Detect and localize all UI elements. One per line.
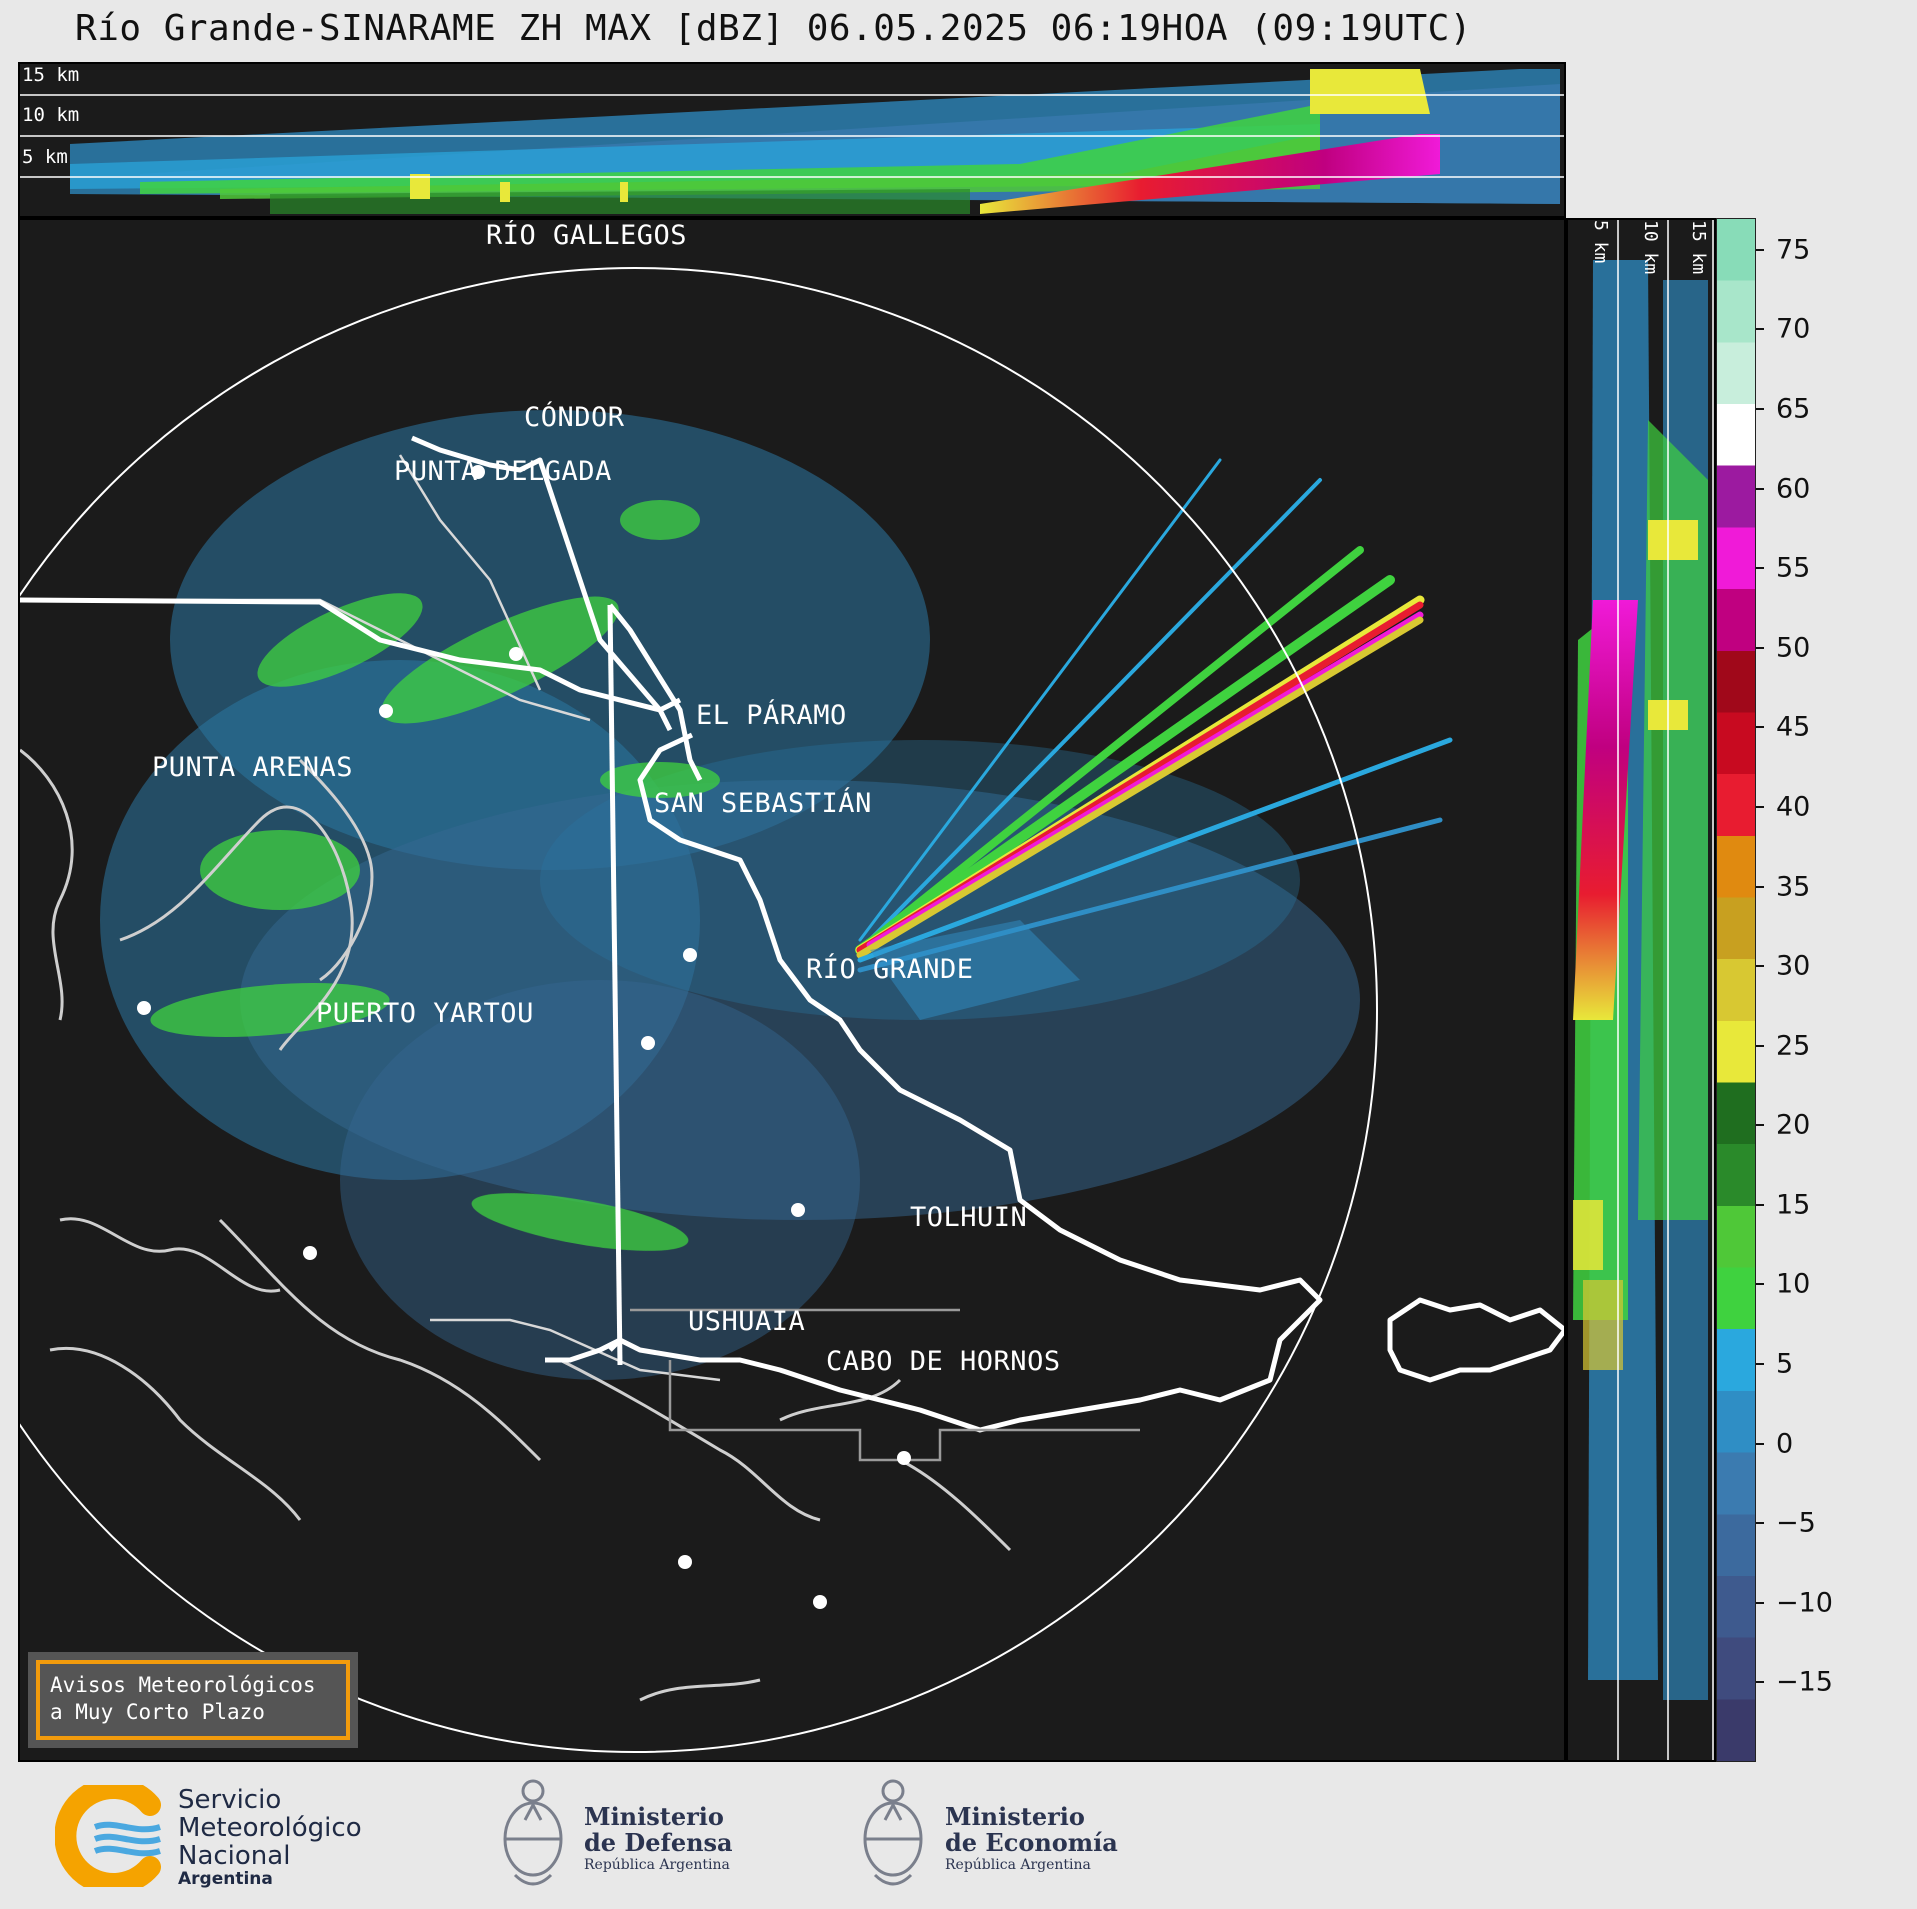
city-label-punta-arenas: PUNTA ARENAS — [152, 752, 354, 783]
colorbar-tick-mark — [1756, 1681, 1764, 1684]
warning-line-2: a Muy Corto Plazo — [50, 1700, 265, 1724]
colorbar-tick-mark — [1756, 1203, 1764, 1206]
page-title: Río Grande-SINARAME ZH MAX [dBZ] 06.05.2… — [75, 8, 1472, 49]
colorbar-tick-label: −10 — [1776, 1587, 1833, 1619]
city-label-punta-delgada: PUNTA DELGADA — [394, 456, 612, 487]
colorbar-tick-label: 40 — [1776, 791, 1811, 823]
colorbar-tick-label: 45 — [1776, 711, 1811, 743]
colorbar-tick-mark — [1756, 1124, 1764, 1127]
colorbar-tick-label: 50 — [1776, 632, 1811, 664]
smn-logo-line-1: Servicio — [178, 1785, 282, 1815]
economia-coat-of-arms-icon — [863, 1779, 923, 1886]
smn-logo-line-4: Argentina — [178, 1869, 273, 1889]
radar-map-panel: RÍO GALLEGOS CÓNDOR PUNTA DELGADA PUNTA … — [18, 218, 1566, 1762]
city-marker-tolhuin — [897, 1451, 911, 1465]
top-altitude-5km: 5 km — [22, 146, 68, 168]
right-altitude-10km: 10 km — [1640, 220, 1661, 275]
colorbar-tick-mark — [1756, 408, 1764, 410]
top-cross-section-panel: 15 km 10 km 5 km — [18, 62, 1566, 218]
right-cross-section-echoes — [1573, 220, 1714, 1760]
colorbar-tick-label: 10 — [1776, 1268, 1811, 1300]
smn-logo-text: Servicio Meteorológico Nacional Argentin… — [178, 1786, 362, 1888]
colorbar-tick-label: 65 — [1776, 393, 1811, 425]
colorbar-tick-label: 25 — [1776, 1030, 1811, 1062]
city-marker-rio-gallegos — [471, 465, 485, 479]
city-marker-el-paramo — [683, 948, 697, 962]
top-cross-section-echoes — [20, 69, 1564, 214]
colorbar-tick-mark — [1756, 646, 1764, 649]
colorbar-tick-mark — [1756, 248, 1764, 251]
city-label-cabo-de-hornos: CABO DE HORNOS — [826, 1346, 1061, 1377]
warning-box: Avisos Meteorológicos a Muy Corto Plazo — [28, 1652, 358, 1748]
colorbar-tick-label: −5 — [1776, 1507, 1816, 1539]
dbz-colorbar — [1716, 218, 1756, 1762]
colorbar-tick-label: −15 — [1776, 1666, 1833, 1698]
colorbar-tick-mark — [1756, 1601, 1764, 1604]
colorbar-tick-mark — [1756, 1283, 1764, 1286]
city-marker-ushuaia — [678, 1555, 692, 1569]
warning-box-inner: Avisos Meteorológicos a Muy Corto Plazo — [36, 1660, 350, 1740]
city-marker-puerto-yartou — [303, 1246, 317, 1260]
colorbar-tick-label: 55 — [1776, 552, 1811, 584]
colorbar-tick-mark — [1756, 726, 1764, 729]
city-label-puerto-yartou: PUERTO YARTOU — [316, 998, 534, 1029]
city-marker-san-sebastian — [641, 1036, 655, 1050]
smn-logo-icon — [55, 1785, 161, 1887]
colorbar-tick-label: 35 — [1776, 871, 1811, 903]
colorbar-tick-label: 70 — [1776, 313, 1811, 345]
defensa-logo-line-3: República Argentina — [584, 1857, 730, 1873]
colorbar-tick-label: 20 — [1776, 1109, 1811, 1141]
colorbar-tick-mark — [1756, 1522, 1764, 1525]
city-label-tolhuin: TOLHUIN — [910, 1202, 1028, 1233]
colorbar-tick-mark — [1756, 1363, 1764, 1366]
city-label-ushuaia: USHUAIA — [688, 1306, 806, 1337]
defensa-logo-line-2: de Defensa — [584, 1828, 733, 1857]
economia-logo-line-1: Ministerio — [945, 1802, 1085, 1831]
colorbar-tick-label: 60 — [1776, 473, 1811, 505]
warning-line-1: Avisos Meteorológicos — [50, 1673, 316, 1697]
radar-map-svg — [20, 267, 1564, 1753]
colorbar-tick-mark — [1756, 1044, 1764, 1047]
city-label-rio-grande: RÍO GRANDE — [806, 954, 974, 985]
smn-logo-line-2: Meteorológico — [178, 1813, 362, 1843]
colorbar-tick-label: 5 — [1776, 1348, 1794, 1380]
city-marker-cabo-de-hornos — [813, 1595, 827, 1609]
right-altitude-15km: 15 km — [1688, 220, 1709, 275]
colorbar-tick-label: 30 — [1776, 950, 1811, 982]
top-altitude-10km: 10 km — [22, 104, 80, 126]
colorbar-tick-mark — [1756, 965, 1764, 968]
top-altitude-15km: 15 km — [22, 64, 80, 86]
colorbar-tick-mark — [1756, 885, 1764, 888]
colorbar-tick-mark — [1756, 328, 1764, 331]
colorbar-tick-mark — [1756, 567, 1764, 570]
smn-logo-line-3: Nacional — [178, 1841, 291, 1871]
colorbar-tick-label: 75 — [1776, 234, 1811, 266]
right-altitude-5km: 5 km — [1590, 220, 1611, 264]
city-label-el-paramo: EL PÁRAMO — [696, 700, 847, 731]
city-marker-punta-delgada — [379, 704, 393, 718]
colorbar-tick-label: 15 — [1776, 1189, 1811, 1221]
city-label-san-sebastian: SAN SEBASTIÁN — [654, 788, 872, 819]
economia-logo-text: Ministerio de Economía República Argenti… — [945, 1804, 1118, 1874]
city-label-rio-gallegos: RÍO GALLEGOS — [486, 220, 688, 251]
colorbar-tick-mark — [1756, 487, 1764, 490]
defensa-logo-text: Ministerio de Defensa República Argentin… — [584, 1804, 733, 1874]
colorbar-tick-mark — [1756, 1442, 1764, 1445]
city-label-condor: CÓNDOR — [524, 402, 625, 433]
defensa-logo-line-1: Ministerio — [584, 1802, 724, 1831]
city-marker-punta-arenas — [137, 1001, 151, 1015]
city-marker-rio-grande — [791, 1203, 805, 1217]
colorbar-tick-mark — [1756, 805, 1764, 808]
economia-logo-line-3: República Argentina — [945, 1857, 1091, 1873]
economia-logo-line-2: de Economía — [945, 1828, 1118, 1857]
defensa-coat-of-arms-icon — [503, 1779, 563, 1886]
colorbar-tick-label: 0 — [1776, 1428, 1794, 1460]
right-cross-section-panel: 5 km 10 km 15 km — [1566, 218, 1716, 1762]
city-marker-condor — [509, 647, 523, 661]
